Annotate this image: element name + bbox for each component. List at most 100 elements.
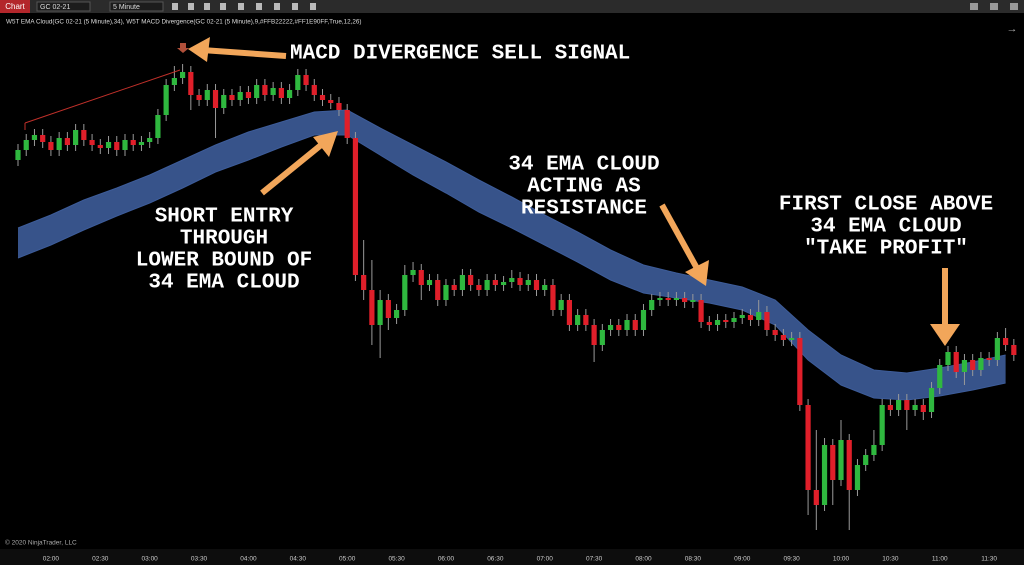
candle-body bbox=[451, 285, 457, 290]
candle-body bbox=[56, 138, 62, 150]
annotation-text: THROUGH bbox=[180, 228, 268, 251]
x-tick-label: 11:00 bbox=[932, 556, 948, 563]
candle-body bbox=[377, 300, 383, 325]
tool-icon[interactable] bbox=[220, 3, 226, 10]
candle-body bbox=[583, 315, 589, 325]
candle-body bbox=[558, 300, 564, 310]
copyright: © 2020 NinjaTrader, LLC bbox=[5, 539, 77, 547]
candle-body bbox=[961, 360, 968, 372]
window-button[interactable] bbox=[990, 3, 998, 10]
candle-body bbox=[937, 365, 943, 388]
scroll-arrow[interactable]: → bbox=[1007, 23, 1018, 35]
candle-body bbox=[665, 298, 671, 300]
window-button[interactable] bbox=[970, 3, 978, 10]
candle-body bbox=[319, 95, 326, 100]
candle-body bbox=[385, 300, 391, 318]
x-tick-label: 07:00 bbox=[537, 556, 554, 563]
candle-body bbox=[756, 312, 762, 320]
candle-body bbox=[657, 298, 663, 300]
candle-body bbox=[311, 85, 317, 95]
x-tick-label: 02:00 bbox=[43, 556, 60, 563]
arrow-shaft bbox=[659, 203, 702, 274]
arrow-shaft bbox=[260, 138, 328, 196]
candle-body bbox=[418, 270, 424, 285]
toolbar-icons bbox=[172, 3, 1018, 10]
candle-body bbox=[739, 315, 745, 318]
x-tick-label: 03:30 bbox=[191, 556, 208, 563]
candle-body bbox=[525, 280, 531, 285]
cloud-lower-edge bbox=[17, 134, 1006, 401]
candle-body bbox=[632, 320, 638, 330]
candle-body bbox=[262, 85, 268, 95]
candle-body bbox=[607, 325, 614, 330]
candle-body bbox=[221, 95, 227, 108]
candle-body bbox=[928, 388, 935, 412]
x-tick-label: 05:00 bbox=[339, 556, 356, 563]
candle-body bbox=[48, 142, 54, 150]
candle-body bbox=[31, 135, 38, 140]
candle-body bbox=[673, 298, 679, 300]
candle-body bbox=[994, 338, 1000, 360]
candle-body bbox=[714, 320, 721, 325]
candle-body bbox=[575, 315, 581, 325]
candle-body bbox=[369, 290, 375, 325]
interval-select[interactable] bbox=[109, 1, 164, 12]
tool-icon[interactable] bbox=[310, 3, 316, 10]
candle-body bbox=[476, 285, 482, 290]
tool-icon[interactable] bbox=[188, 3, 194, 10]
candle-body bbox=[229, 95, 235, 100]
x-tick-label: 08:00 bbox=[635, 556, 652, 563]
x-tick-label: 04:00 bbox=[240, 556, 257, 563]
candle-body bbox=[89, 140, 95, 145]
candle-body bbox=[830, 445, 836, 480]
candle-body bbox=[435, 280, 441, 300]
x-tick-label: 06:00 bbox=[438, 556, 455, 563]
x-tick-label: 11:30 bbox=[981, 556, 997, 563]
arrow-head bbox=[685, 260, 709, 286]
candle-body bbox=[402, 275, 408, 310]
candle-body bbox=[640, 310, 647, 330]
candle-body bbox=[254, 85, 260, 98]
candle-body bbox=[278, 88, 284, 98]
tool-icon[interactable] bbox=[274, 3, 280, 10]
tool-icon[interactable] bbox=[292, 3, 298, 10]
tool-icon[interactable] bbox=[172, 3, 178, 10]
candle-body bbox=[492, 280, 498, 285]
candle-body bbox=[245, 92, 252, 98]
chart-tab[interactable] bbox=[0, 0, 30, 13]
time-axis bbox=[0, 549, 1024, 565]
tool-icon[interactable] bbox=[204, 3, 210, 10]
candle-body bbox=[978, 358, 984, 370]
tool-icon[interactable] bbox=[238, 3, 244, 10]
candle-body bbox=[616, 325, 622, 330]
candle-body bbox=[723, 320, 729, 322]
candle-body bbox=[970, 360, 976, 370]
candle-body bbox=[204, 90, 210, 100]
instrument-select[interactable] bbox=[36, 1, 91, 12]
candle-body bbox=[180, 72, 186, 78]
candle-body bbox=[550, 285, 556, 310]
arrow-head bbox=[930, 324, 960, 346]
candle-body bbox=[443, 285, 449, 300]
candle-body bbox=[509, 278, 515, 282]
window-button[interactable] bbox=[1010, 3, 1018, 10]
candle-body bbox=[97, 145, 103, 148]
candle-body bbox=[40, 135, 46, 142]
x-tick-label: 10:30 bbox=[882, 556, 899, 563]
x-tick-label: 09:00 bbox=[734, 556, 751, 563]
candle-body bbox=[624, 320, 630, 330]
candle-body bbox=[500, 282, 507, 285]
candle-body bbox=[953, 352, 959, 372]
candle-body bbox=[649, 300, 655, 310]
candle-body bbox=[682, 298, 688, 302]
candle-body bbox=[871, 445, 877, 455]
candle-body bbox=[566, 300, 573, 325]
candle-body bbox=[854, 465, 861, 490]
cloud-upper-edge bbox=[17, 109, 1006, 374]
candle-body bbox=[542, 285, 548, 290]
candle-body bbox=[171, 78, 177, 85]
instrument-label: GC 02-21 bbox=[40, 4, 70, 11]
candle-body bbox=[945, 352, 951, 365]
candle-body bbox=[838, 440, 844, 480]
tool-icon[interactable] bbox=[256, 3, 262, 10]
